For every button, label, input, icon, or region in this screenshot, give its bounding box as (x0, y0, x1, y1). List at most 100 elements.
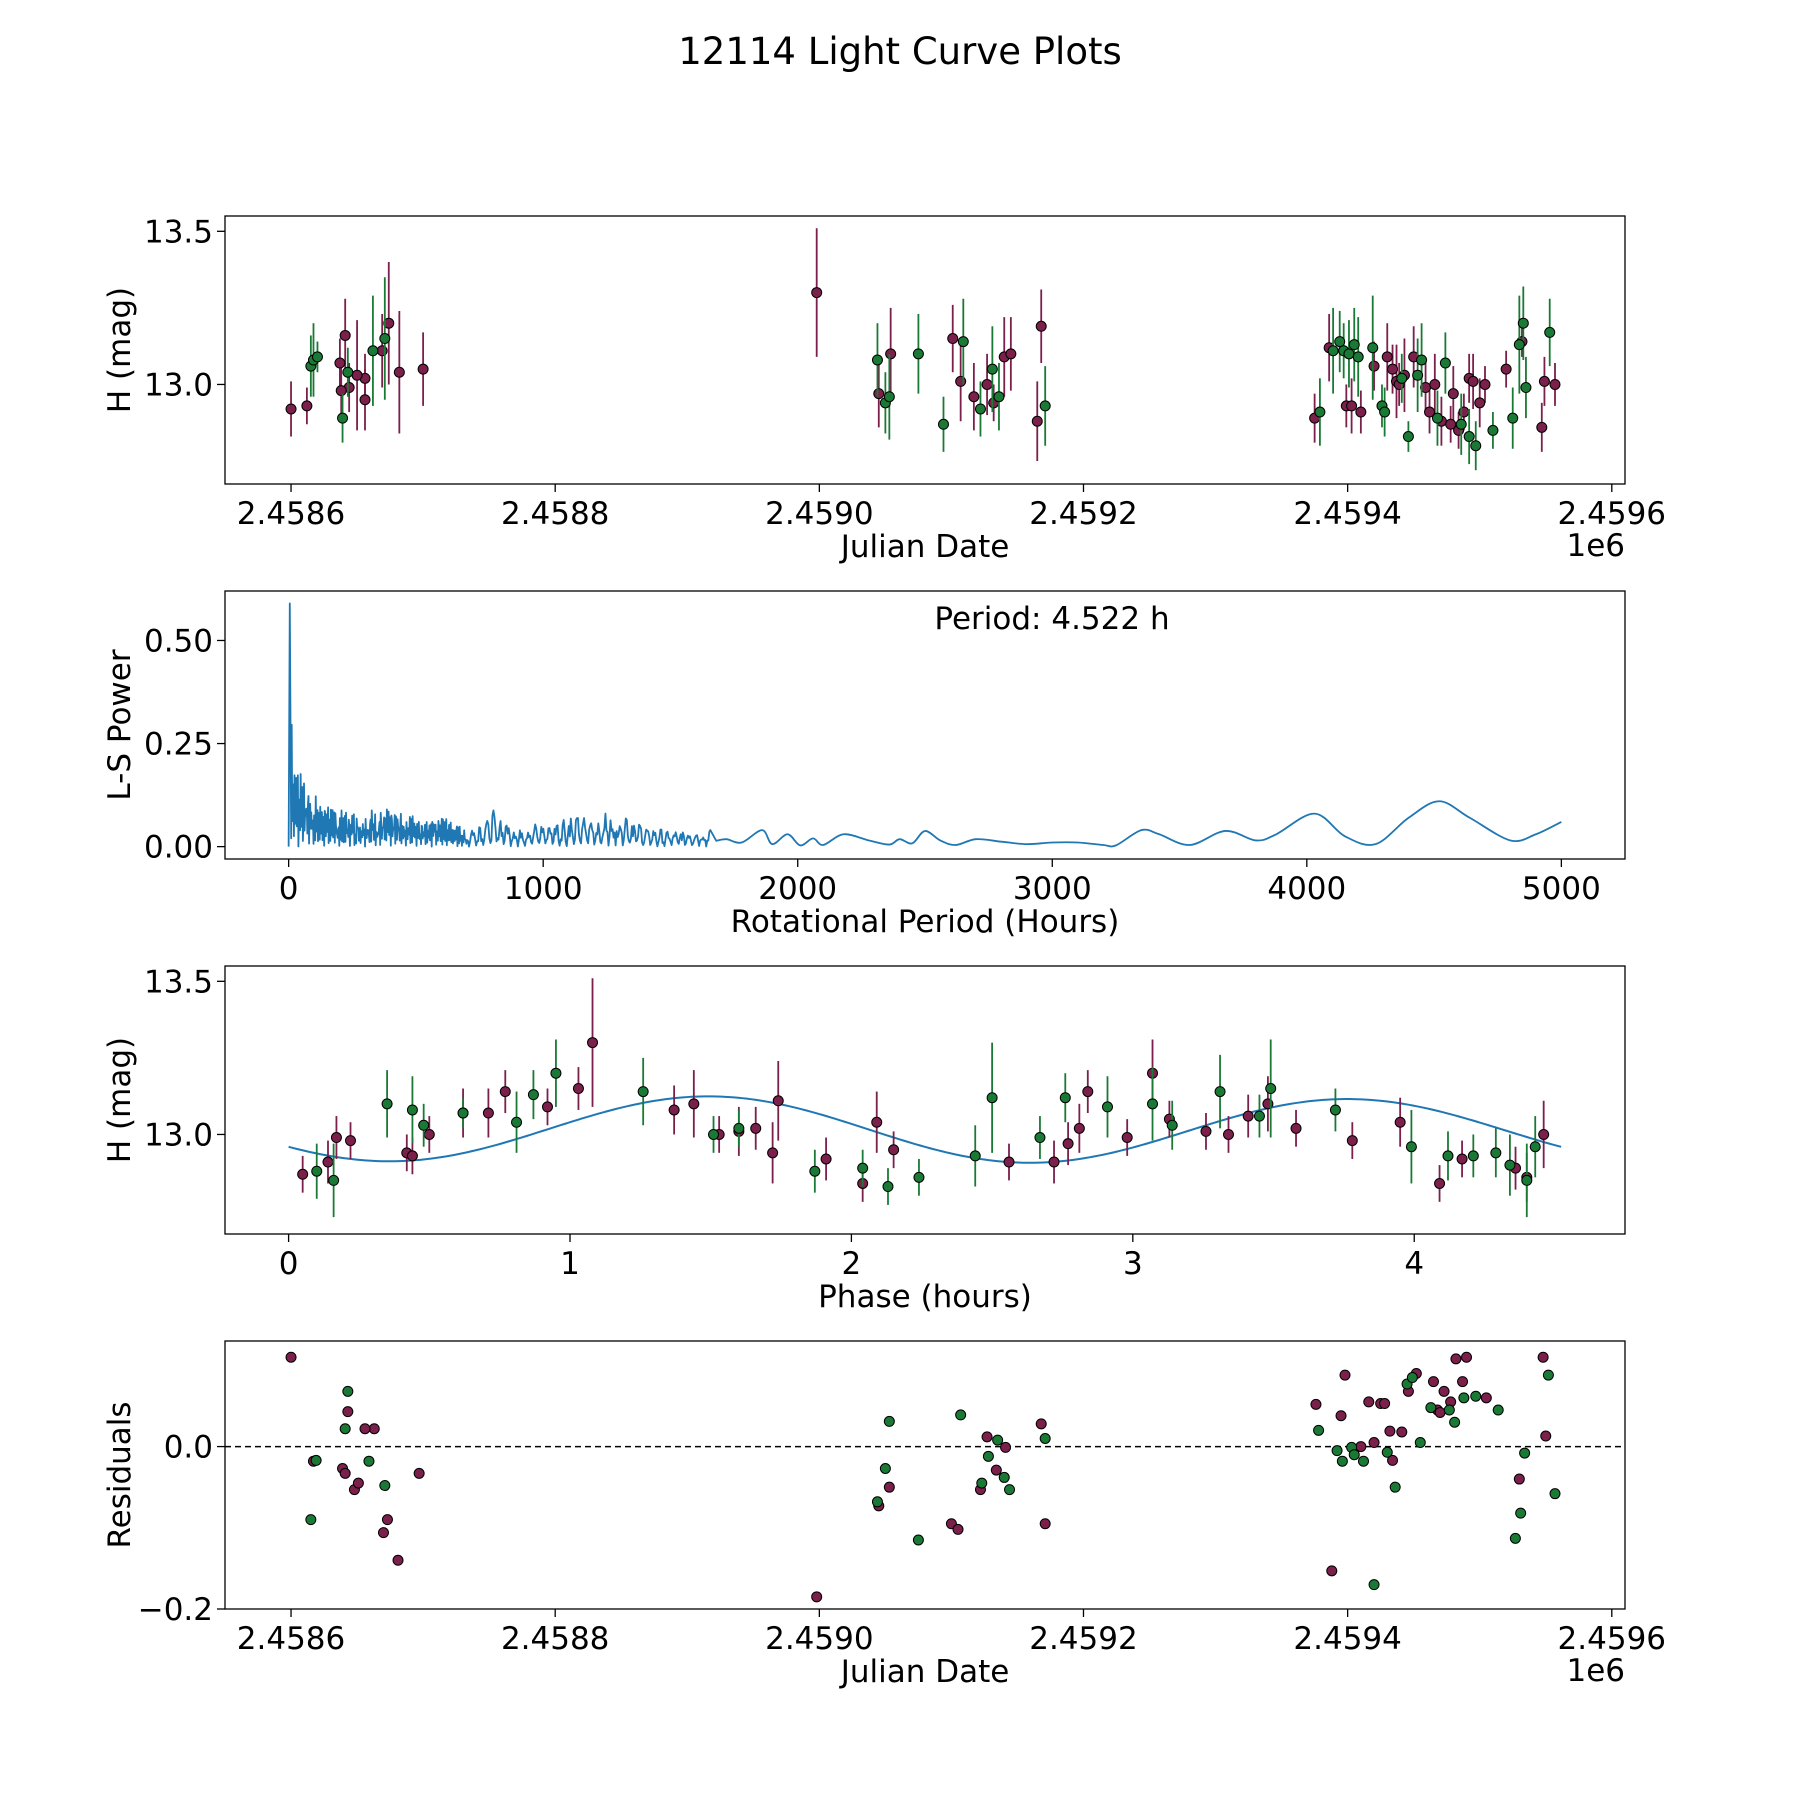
panel-residuals-marks (225, 1351, 1625, 1603)
phased-point-red (772, 1095, 784, 1107)
residuals-point-green (305, 1514, 317, 1526)
phased-point-green (1101, 1101, 1113, 1113)
periodogram-xtick-label: 5000 (1522, 871, 1601, 907)
phased-point-red (541, 1101, 553, 1113)
phased-point-green (1214, 1086, 1226, 1098)
phased-point-red (322, 1156, 334, 1168)
light-curve-point-green (1416, 354, 1428, 366)
light-curve-point-green (379, 333, 391, 345)
phased-ytick-label: 13.5 (144, 964, 213, 1000)
residuals-axes-frame (224, 1340, 1626, 1610)
light-curve-point-red (811, 287, 823, 299)
light-curve-point-red (885, 348, 897, 360)
light-curve-point-green (1412, 369, 1424, 381)
light-curve-point-green (1334, 336, 1346, 348)
phased-point-green (1253, 1110, 1265, 1122)
residuals-offset-label: 1e6 (1566, 1653, 1625, 1689)
light-curve-xtick-label: 2.4588 (501, 496, 609, 532)
phased-point-red (1073, 1122, 1085, 1134)
phased-point-red (668, 1104, 680, 1116)
light-curve-point-red (334, 357, 346, 369)
light-curve-point-red (1368, 360, 1380, 372)
residuals-point-red (368, 1423, 380, 1435)
residuals-ylabel: Residuals (102, 1401, 138, 1548)
suptitle: 12114 Light Curve Plots (678, 30, 1122, 73)
residuals-point-green (998, 1471, 1010, 1483)
residuals-point-red (883, 1481, 895, 1493)
residuals-point-green (1368, 1579, 1380, 1591)
light-curve-point-red (1035, 320, 1047, 332)
residuals-point-green (871, 1496, 883, 1508)
residuals-point-red (339, 1467, 351, 1479)
residuals-xtick-label: 2.4586 (237, 1621, 345, 1657)
panel-periodogram-ticks: 0 1000 2000 3000 4000 5000 0.00 0.25 0.50 (144, 623, 1601, 907)
residuals-point-green (1542, 1369, 1554, 1381)
light-curve-point-green (1396, 372, 1408, 384)
light-curve-point-green (1431, 412, 1443, 424)
residuals-point-green (1515, 1507, 1527, 1519)
phased-point-green (457, 1107, 469, 1119)
residuals-point-green (955, 1409, 967, 1421)
light-curve-point-red (1429, 378, 1441, 390)
residuals-point-red (285, 1351, 297, 1363)
residuals-ytick-label: −0.2 (138, 1592, 213, 1628)
light-curve-point-red (285, 403, 297, 415)
residuals-point-red (1427, 1376, 1439, 1388)
light-curve-point-green (342, 366, 354, 378)
periodogram-xtick-label: 1000 (504, 871, 583, 907)
phased-point-red (1121, 1132, 1133, 1144)
residuals-point-red (1434, 1406, 1446, 1418)
phased-point-green (1504, 1159, 1516, 1171)
phased-point-red (1456, 1153, 1468, 1165)
light-curve-point-red (339, 329, 351, 341)
phased-point-green (1405, 1141, 1417, 1153)
phased-point-green (857, 1162, 869, 1174)
residuals-point-green (363, 1455, 375, 1467)
phased-point-red (499, 1086, 511, 1098)
residuals-point-red (1461, 1351, 1473, 1363)
phased-point-red (572, 1083, 584, 1095)
residuals-point-green (879, 1463, 891, 1475)
phased-point-green (1059, 1092, 1071, 1104)
panel-phased: 0 1 2 3 4 13.0 13.5 Phase (hours) H (mag) (102, 964, 1626, 1315)
phased-point-green (381, 1098, 393, 1110)
residuals-ytick-label: 0.0 (164, 1430, 213, 1466)
residuals-point-red (342, 1406, 354, 1418)
phased-point-green (311, 1165, 323, 1177)
light-curve-point-green (1343, 348, 1355, 360)
panel-light-curve-ticks: 2.4586 2.4588 2.4590 2.4592 2.4594 2.4596 13.0… (144, 214, 1666, 532)
light-curve-xtick-label: 2.4596 (1558, 496, 1666, 532)
residuals-point-red (359, 1423, 371, 1435)
residuals-point-red (1457, 1376, 1469, 1388)
light-curve-point-red (301, 400, 313, 412)
light-curve-point-green (311, 351, 323, 363)
panel-periodogram: 0 1000 2000 3000 4000 5000 0.00 0.25 0.50 Period… (102, 590, 1626, 940)
phased-xlabel: Phase (hours) (818, 1279, 1032, 1315)
residuals-point-red (377, 1527, 389, 1539)
residuals-point-red (413, 1467, 425, 1479)
phased-point-red (888, 1144, 900, 1156)
residuals-point-green (1039, 1432, 1051, 1444)
phased-point-red (297, 1168, 309, 1180)
light-curve-point-red (1479, 378, 1491, 390)
residuals-point-green (1336, 1455, 1348, 1467)
light-curve-point-red (335, 385, 347, 397)
light-curve-ytick-label: 13.0 (144, 367, 213, 403)
phased-point-red (1048, 1156, 1060, 1168)
residuals-point-red (1450, 1353, 1462, 1365)
residuals-point-green (1458, 1392, 1470, 1404)
residuals-point-red (1035, 1418, 1047, 1430)
light-curve-point-red (1387, 363, 1399, 375)
light-curve-point-red (1346, 400, 1358, 412)
residuals-point-green (1348, 1449, 1360, 1461)
light-curve-point-green (1487, 424, 1499, 436)
light-curve-ylabel: H (mag) (102, 287, 138, 413)
phased-point-green (986, 1092, 998, 1104)
light-curve-point-green (1463, 431, 1475, 443)
light-curve-point-red (1445, 418, 1457, 430)
light-curve-point-green (1327, 345, 1339, 357)
phased-ytick-label: 13.0 (144, 1117, 213, 1153)
phased-point-red (330, 1132, 342, 1144)
residuals-point-red (1396, 1426, 1408, 1438)
light-curve-point-red (1424, 406, 1436, 418)
